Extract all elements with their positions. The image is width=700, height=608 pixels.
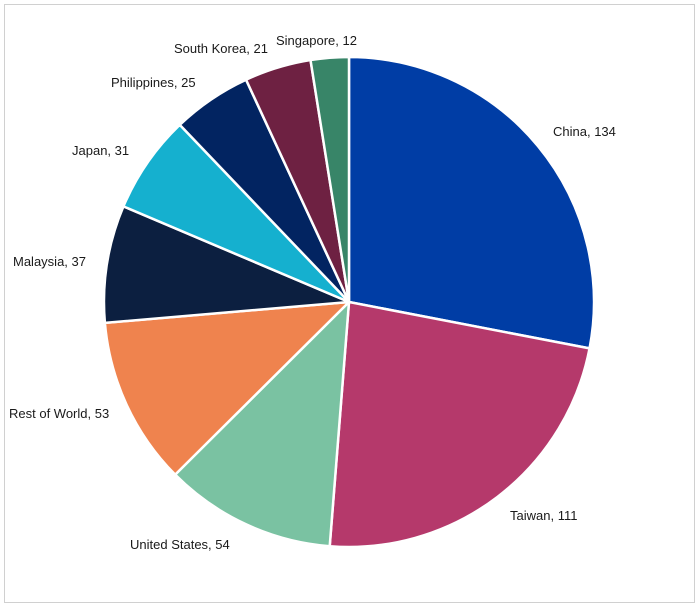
pie-slice-china bbox=[347, 55, 596, 350]
pie-slices bbox=[102, 55, 596, 549]
pie-slice-taiwan bbox=[328, 300, 591, 549]
pie-slice-rest-of-world bbox=[103, 300, 351, 476]
pie-label-japan: Japan, 31 bbox=[72, 143, 129, 158]
pie-label-malaysia: Malaysia, 37 bbox=[13, 254, 86, 269]
pie-slice-united-states bbox=[173, 300, 351, 548]
pie-labels: China, 134 Taiwan, 111 United States, 54 Re… bbox=[9, 33, 616, 552]
pie-label-taiwan: Taiwan, 111 bbox=[510, 508, 577, 523]
pie-label-rest-of-world: Rest of World, 53 bbox=[9, 406, 109, 421]
pie-label-south-korea: South Korea, 21 bbox=[174, 41, 268, 56]
pie-label-philippines: Philippines, 25 bbox=[111, 75, 196, 90]
pie-slice-malaysia bbox=[102, 205, 351, 325]
pie-label-singapore: Singapore, 12 bbox=[276, 33, 357, 48]
pie-slice-singapore bbox=[309, 55, 351, 304]
pie-label-united-states: United States, 54 bbox=[130, 537, 230, 552]
pie-label-china: China, 134 bbox=[553, 124, 616, 139]
